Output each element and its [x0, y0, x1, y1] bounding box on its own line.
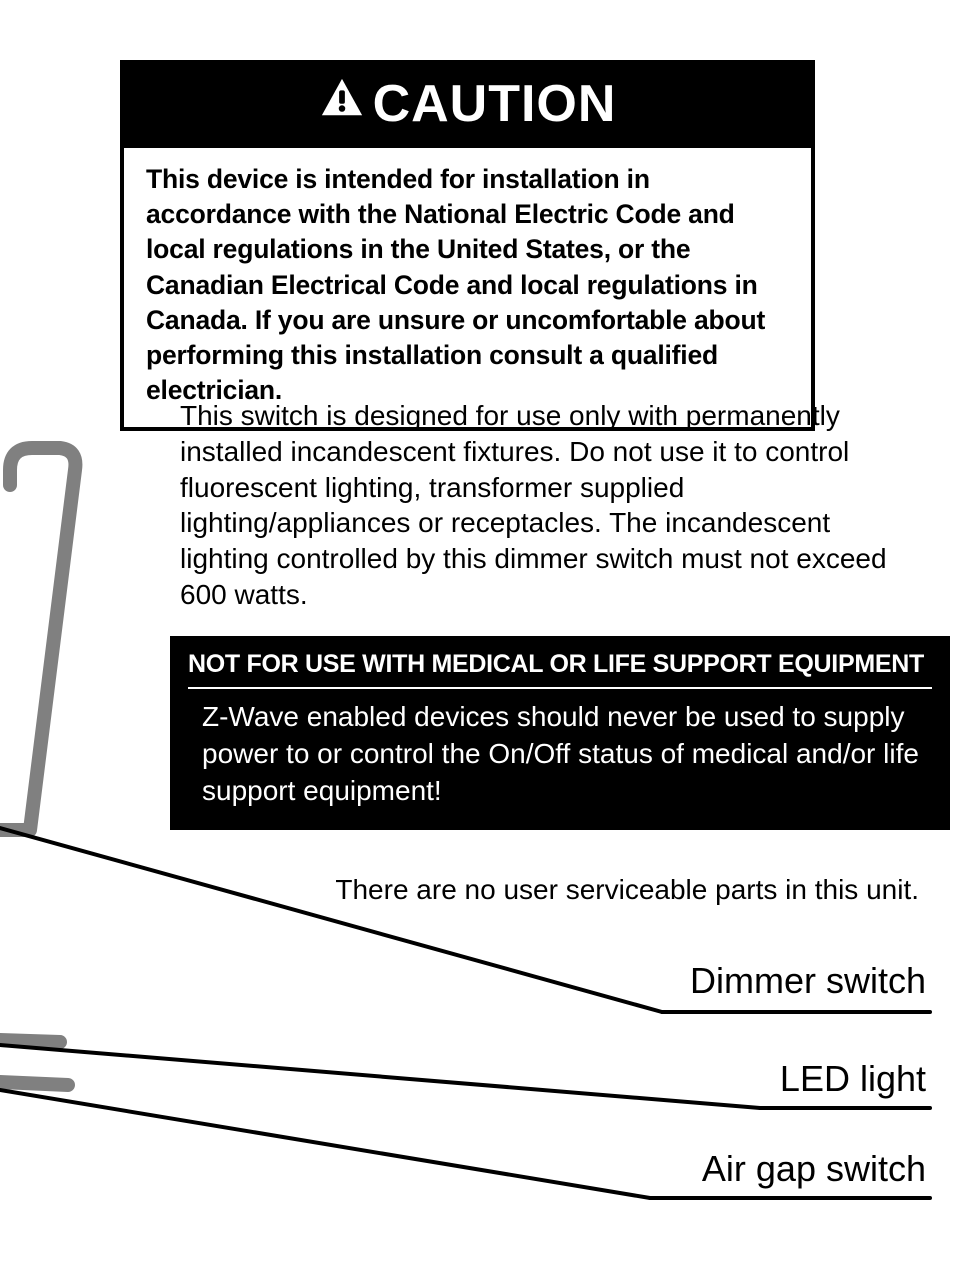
callout-air-gap-switch: Air gap switch	[702, 1148, 926, 1190]
callout-led-light: LED light	[780, 1058, 926, 1100]
medical-warning-heading: NOT FOR USE WITH MEDICAL OR LIFE SUPPORT…	[188, 650, 932, 689]
warning-triangle-icon	[319, 74, 365, 134]
caution-box: CAUTION This device is intended for inst…	[120, 60, 815, 431]
switch-description: This switch is designed for use only wit…	[180, 398, 915, 613]
callout-dimmer-switch: Dimmer switch	[690, 960, 926, 1002]
no-serviceable-parts-text: There are no user serviceable parts in t…	[335, 874, 919, 906]
caution-body-text: This device is intended for installation…	[124, 148, 811, 427]
caution-header-text: CAUTION	[373, 74, 617, 134]
caution-header: CAUTION	[124, 64, 811, 148]
medical-warning-box: NOT FOR USE WITH MEDICAL OR LIFE SUPPORT…	[170, 636, 950, 830]
page-root: CAUTION This device is intended for inst…	[0, 0, 954, 1272]
medical-warning-body: Z-Wave enabled devices should never be u…	[188, 699, 932, 810]
